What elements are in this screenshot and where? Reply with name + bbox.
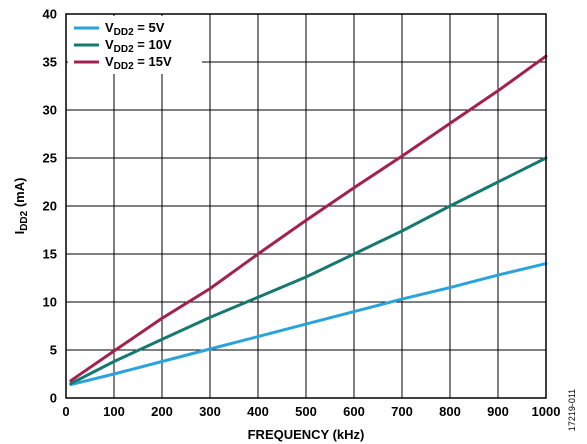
x-tick-label-8: 800 (439, 404, 461, 419)
legend-label-prefix-1: V (105, 37, 114, 52)
x-tick-label-1: 100 (103, 404, 125, 419)
x-tick-label-6: 600 (343, 404, 365, 419)
legend-label-1: VDD2 = 10V (105, 37, 172, 55)
y-axis-title-unit: (mA) (12, 178, 27, 211)
legend-label-sub-1: DD2 (114, 44, 134, 55)
y-tick-label-5: 25 (43, 151, 57, 166)
y-tick-labels: 0 5 10 15 20 25 30 35 40 (43, 7, 57, 406)
plot-frame (65, 13, 547, 399)
x-tick-label-7: 700 (391, 404, 413, 419)
y-tick-label-3: 15 (43, 247, 57, 262)
legend-label-prefix-2: V (105, 54, 114, 69)
x-tick-label-10: 1000 (532, 404, 561, 419)
y-tick-label-7: 35 (43, 55, 57, 70)
series-line-1 (69, 156, 548, 386)
legend-label-suffix-1: = 10V (134, 37, 172, 52)
legend-label-sub-2: DD2 (114, 61, 134, 72)
legend-label-prefix-0: V (105, 20, 114, 35)
x-tick-label-3: 300 (199, 404, 221, 419)
x-tick-label-5: 500 (295, 404, 317, 419)
y-tick-label-2: 10 (43, 295, 57, 310)
y-axis-title-sub: DD2 (19, 210, 30, 230)
x-tick-label-9: 900 (487, 404, 509, 419)
y-axis-title-main: I (12, 231, 27, 235)
legend-label-0: VDD2 = 5V (105, 20, 165, 38)
y-tick-label-1: 5 (50, 343, 57, 358)
series-line-2 (69, 54, 548, 383)
legend-label-2: VDD2 = 15V (105, 54, 172, 72)
y-tick-label-8: 40 (43, 7, 57, 22)
legend-label-suffix-0: = 5V (134, 20, 165, 35)
y-tick-label-0: 0 (50, 391, 57, 406)
x-tick-label-0: 0 (62, 404, 69, 419)
y-axis-title: IDD2 (mA) (12, 178, 30, 235)
x-tick-label-2: 200 (151, 404, 173, 419)
y-tick-label-4: 20 (43, 199, 57, 214)
x-tick-label-4: 400 (247, 404, 269, 419)
legend-label-suffix-2: = 15V (134, 54, 172, 69)
x-tick-labels: 0 100 200 300 400 500 600 700 800 900 1000 (62, 404, 560, 419)
series-layer (69, 54, 548, 387)
series-line-0 (69, 262, 548, 387)
legend-label-sub-0: DD2 (114, 27, 134, 38)
y-tick-label-6: 30 (43, 103, 57, 118)
x-axis-title: FREQUENCY (kHz) (248, 427, 365, 442)
figure-id: 17219-011 (567, 389, 577, 431)
